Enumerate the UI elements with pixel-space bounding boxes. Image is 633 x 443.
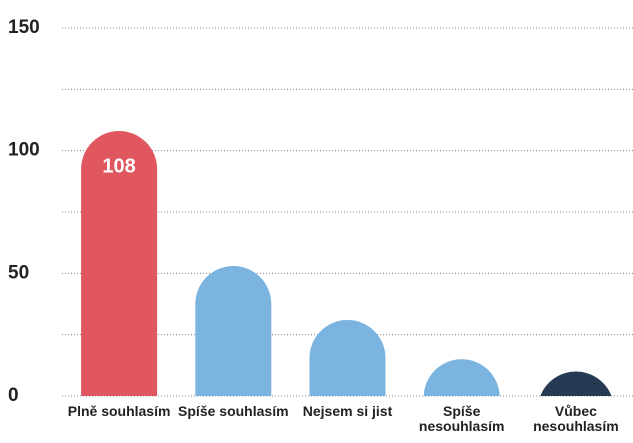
value-label: 108 [102,155,135,177]
x-tick-label: Nejsem si jist [302,403,393,419]
bar [81,131,158,397]
y-tick-label: 0 [8,385,19,406]
x-tick-label: Plně souhlasím [67,403,171,419]
x-tick-label: Vůbec nesouhlasím [533,403,619,434]
y-tick-label: 50 [8,262,29,283]
y-tick-label: 100 [8,140,40,161]
bar [423,359,500,396]
y-tick-label: 150 [8,17,40,38]
x-tick-label: Spíše nesouhlasím [418,403,505,434]
bar [309,319,386,396]
bar [540,371,612,396]
bar [195,265,272,396]
x-tick-label: Spíše souhlasím [178,403,289,419]
